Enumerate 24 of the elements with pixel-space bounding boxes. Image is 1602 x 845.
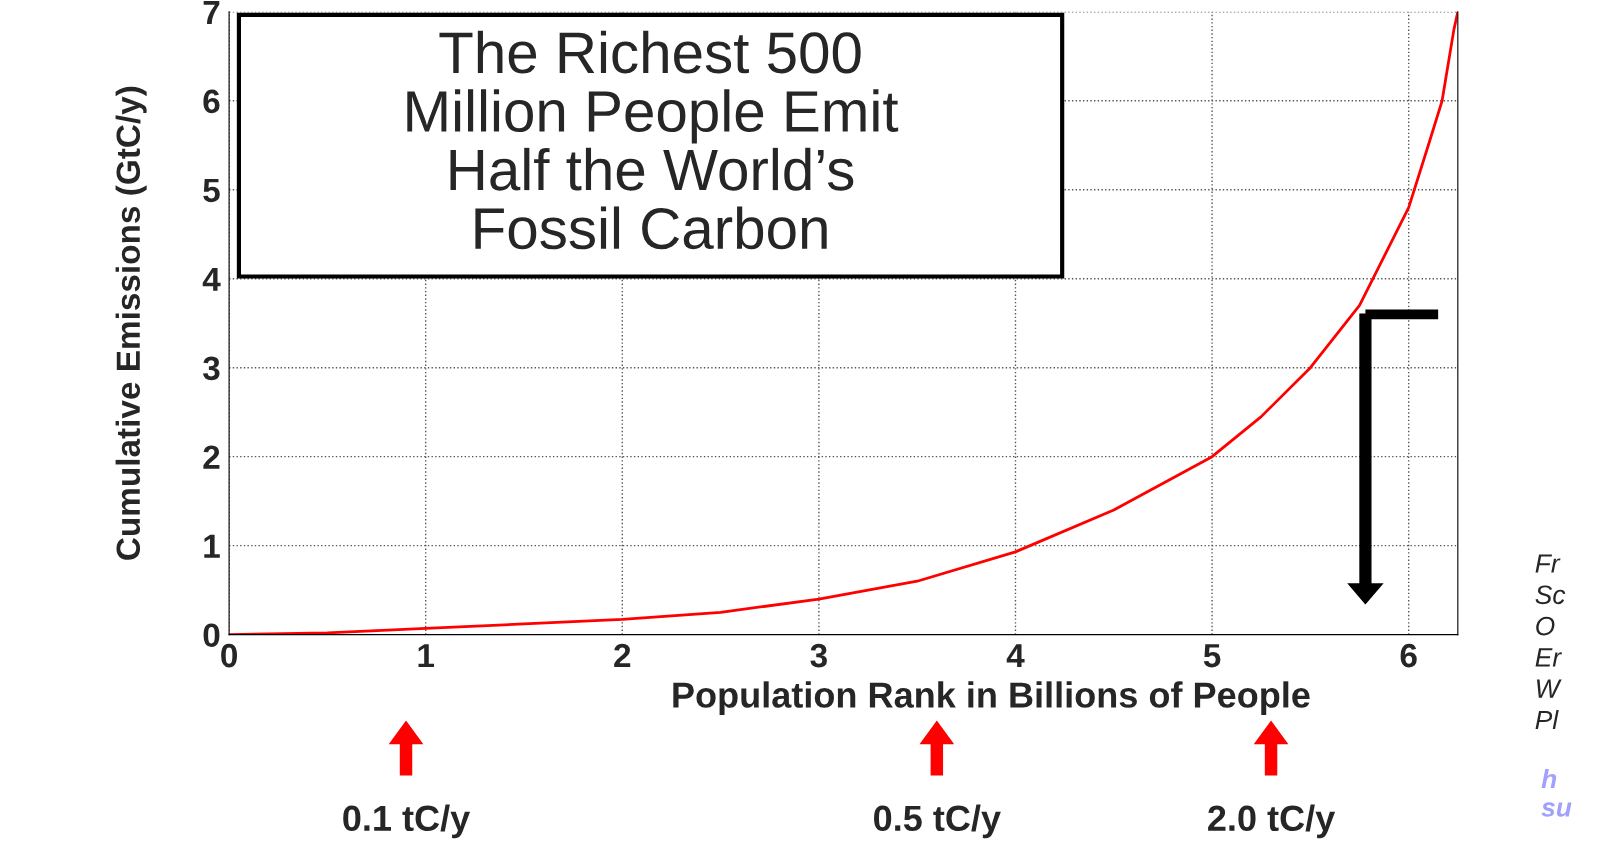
y-tick-label: 6 [203,89,220,114]
text: The Richest 500 Million People Emit Half the World’s Fossil Carbon [407,30,899,250]
y-tick-label: 3 [202,356,220,381]
y-tick-label: 7 [203,0,220,24]
text: 0.5 tC/y [874,804,1001,839]
y-tick-label: 5 [203,178,220,203]
x-tick-label: 5 [1203,644,1221,668]
y-tick-label: 2 [203,445,220,469]
x-axis-title: Population Rank in Billions of People [673,681,1310,715]
line-series [229,11,1458,635]
x-tick-label: 0 [221,643,237,668]
text: h su [1541,768,1572,817]
x-tick-label: 4 [1006,644,1025,668]
text: 2.0 tC/y [1208,804,1336,839]
x-tick-label: 1 [418,644,435,668]
x-tick-label: 6 [1400,643,1417,668]
x-tick-label: 3 [810,643,827,668]
y-tick-label: 4 [202,267,221,291]
text: Fr Sc O Er W Pl [1535,554,1566,730]
y-tick-label: 0 [203,623,220,647]
y-axis-title: Cumulative Emissions (GtC/y) [115,86,147,560]
text: 0.1 tC/y [343,804,471,839]
y-tick-label: 1 [204,534,220,558]
x-tick-label: 2 [614,643,631,668]
